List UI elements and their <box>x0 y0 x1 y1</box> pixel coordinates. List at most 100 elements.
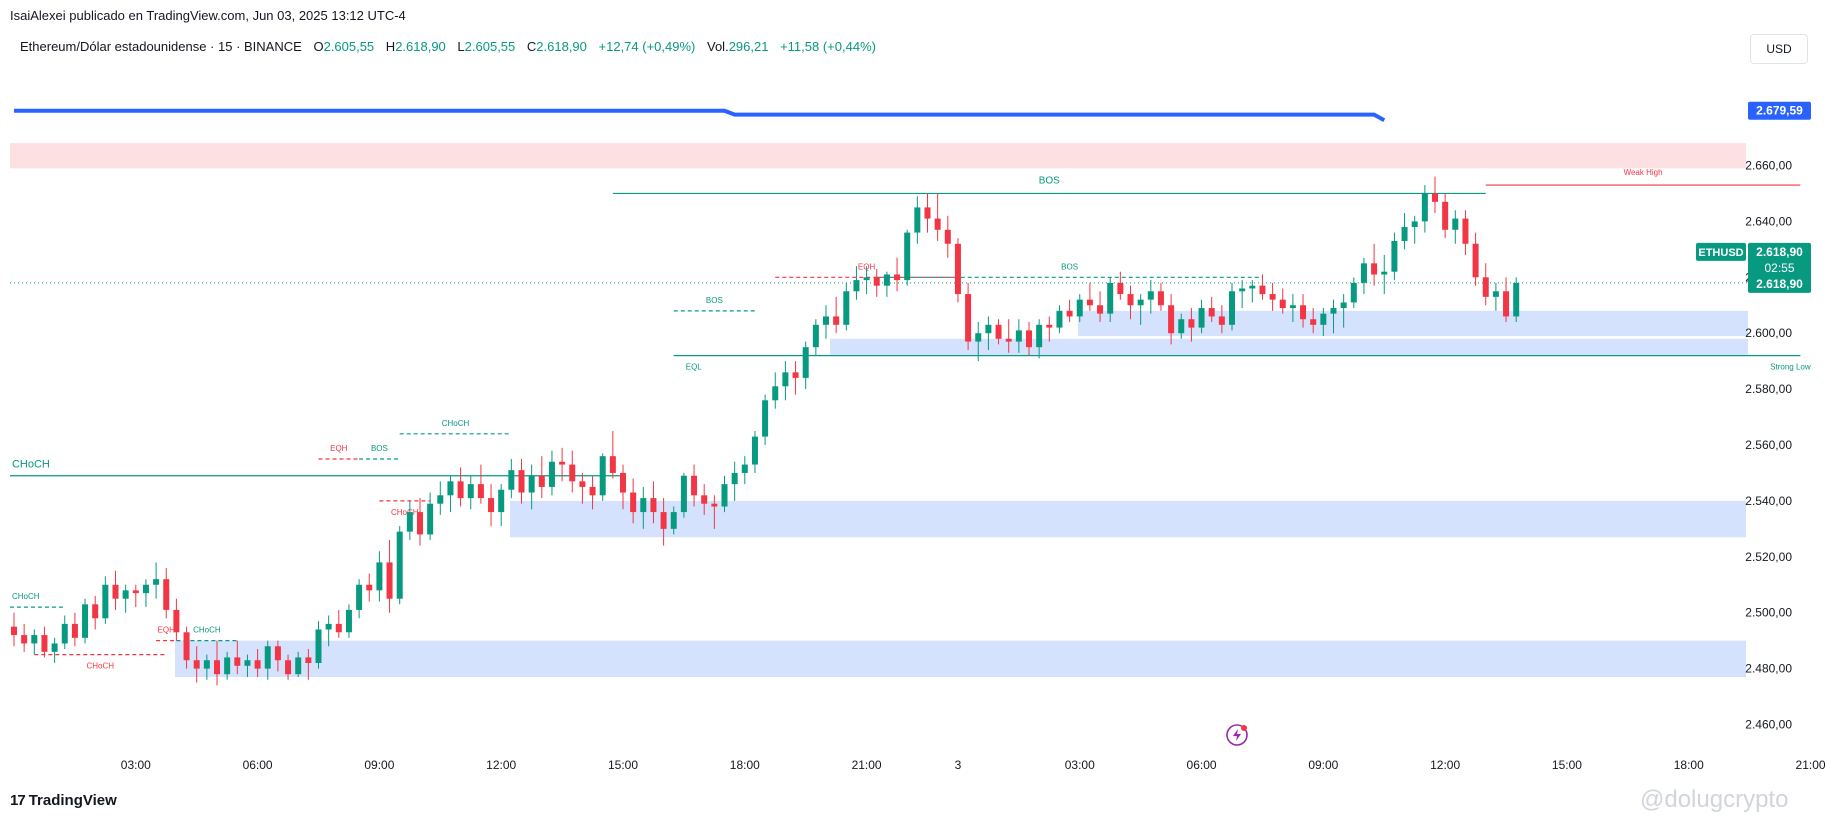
candle <box>477 484 484 499</box>
candle <box>1076 299 1083 317</box>
candle <box>680 475 687 513</box>
tradingview-brand[interactable]: 17 TradingView <box>10 792 117 809</box>
symbol-tag-label: ETHUSD <box>1698 247 1743 259</box>
candle <box>274 646 281 661</box>
structure-label: CHoCH <box>86 662 114 671</box>
candle <box>183 632 190 661</box>
candle <box>1310 319 1317 325</box>
candle <box>193 660 200 669</box>
x-tick-label: 06:00 <box>1187 758 1217 772</box>
candle <box>1208 308 1215 317</box>
candle <box>1097 305 1104 314</box>
alert-dot <box>1241 725 1247 731</box>
candle <box>1503 291 1510 317</box>
y-tick-label: 2.660,00 <box>1745 159 1792 173</box>
candle <box>51 643 58 652</box>
y-tick-label: 2.480,00 <box>1745 662 1792 676</box>
candle <box>1056 310 1063 328</box>
blue-price-value: 2.679,59 <box>1756 104 1803 118</box>
candle <box>599 456 606 496</box>
candle <box>954 243 961 295</box>
candle <box>437 495 444 504</box>
lightning-icon <box>1226 724 1248 746</box>
y-tick-label: 2.640,00 <box>1745 214 1792 228</box>
candle <box>670 512 677 529</box>
y-tick-label: 2.540,00 <box>1745 494 1792 508</box>
candle <box>234 657 241 666</box>
x-tick-label: 18:00 <box>1674 758 1704 772</box>
candle <box>1350 282 1357 303</box>
y-tick-label: 2.460,00 <box>1745 718 1792 732</box>
x-tick-label: 03:00 <box>121 758 151 772</box>
structure-label: CHoCH <box>193 626 221 635</box>
candle <box>21 635 28 644</box>
tradingview-logo-icon: 17 <box>10 792 26 809</box>
candle <box>142 584 149 594</box>
candle <box>122 590 129 599</box>
candle <box>1462 218 1469 244</box>
high-value: 2.618,90 <box>395 39 446 54</box>
candle <box>335 623 342 633</box>
candle <box>823 316 829 325</box>
candle <box>163 579 170 610</box>
x-tick-label: 06:00 <box>243 758 273 772</box>
x-tick-label: 15:00 <box>1552 758 1582 772</box>
candle <box>214 660 220 675</box>
candle <box>173 609 180 633</box>
candle <box>325 623 332 630</box>
candle <box>589 486 596 496</box>
candle <box>254 660 261 669</box>
candle <box>1157 291 1164 306</box>
open-label: O <box>313 39 324 54</box>
candle <box>792 372 799 378</box>
y-tick-label: 2.560,00 <box>1745 438 1792 452</box>
candle <box>691 475 698 496</box>
y-tick-label: 2.600,00 <box>1745 326 1792 340</box>
y-tick-label: 2.580,00 <box>1745 382 1792 396</box>
structure-label: CHoCH <box>12 592 40 601</box>
candle <box>640 498 647 513</box>
candle <box>1015 330 1022 342</box>
brand-name: TradingView <box>28 792 117 809</box>
x-tick-label: 12:00 <box>486 758 516 772</box>
candle <box>1371 263 1378 275</box>
close-price-tag <box>1748 274 1811 293</box>
candle <box>1360 263 1367 283</box>
candle <box>1229 291 1235 325</box>
candle <box>965 294 972 342</box>
x-tick-label: 21:00 <box>852 758 882 772</box>
candle <box>203 660 210 669</box>
candle <box>975 333 982 342</box>
x-tick-label: 3 <box>955 758 962 772</box>
structure-label: CHoCH <box>442 419 470 428</box>
candle <box>853 280 860 292</box>
candle <box>315 629 322 664</box>
close-label: C <box>526 39 537 54</box>
candle <box>528 475 535 493</box>
candle <box>457 481 464 499</box>
candle <box>579 481 586 487</box>
symbol-legend: Ethereum/Dólar estadounidense · 15 · BIN… <box>20 39 884 54</box>
candle <box>31 635 38 644</box>
candle <box>1137 299 1144 306</box>
candle <box>609 456 616 473</box>
candle <box>417 512 423 535</box>
candle <box>894 274 901 281</box>
price-chart[interactable]: CHoCH BOS Weak High EQL Strong Low BOS EQH BOS C… <box>0 0 1826 790</box>
candle <box>1107 282 1114 314</box>
candle <box>548 461 555 487</box>
structure-label: BOS <box>371 444 388 453</box>
zone-demand <box>175 640 1746 677</box>
candle <box>1259 285 1266 295</box>
zone-demand <box>830 338 1748 356</box>
candle <box>1046 324 1053 328</box>
symbol-title[interactable]: Ethereum/Dólar estadounidense · 15 · BIN… <box>20 39 302 54</box>
volume-label: Vol. <box>707 39 729 54</box>
candle <box>498 489 505 513</box>
currency-button[interactable]: USD <box>1750 34 1808 64</box>
candle <box>376 562 383 591</box>
candle <box>1330 308 1337 314</box>
countdown: 02:55 <box>1764 261 1794 275</box>
candle <box>102 584 109 619</box>
candle <box>153 579 160 585</box>
